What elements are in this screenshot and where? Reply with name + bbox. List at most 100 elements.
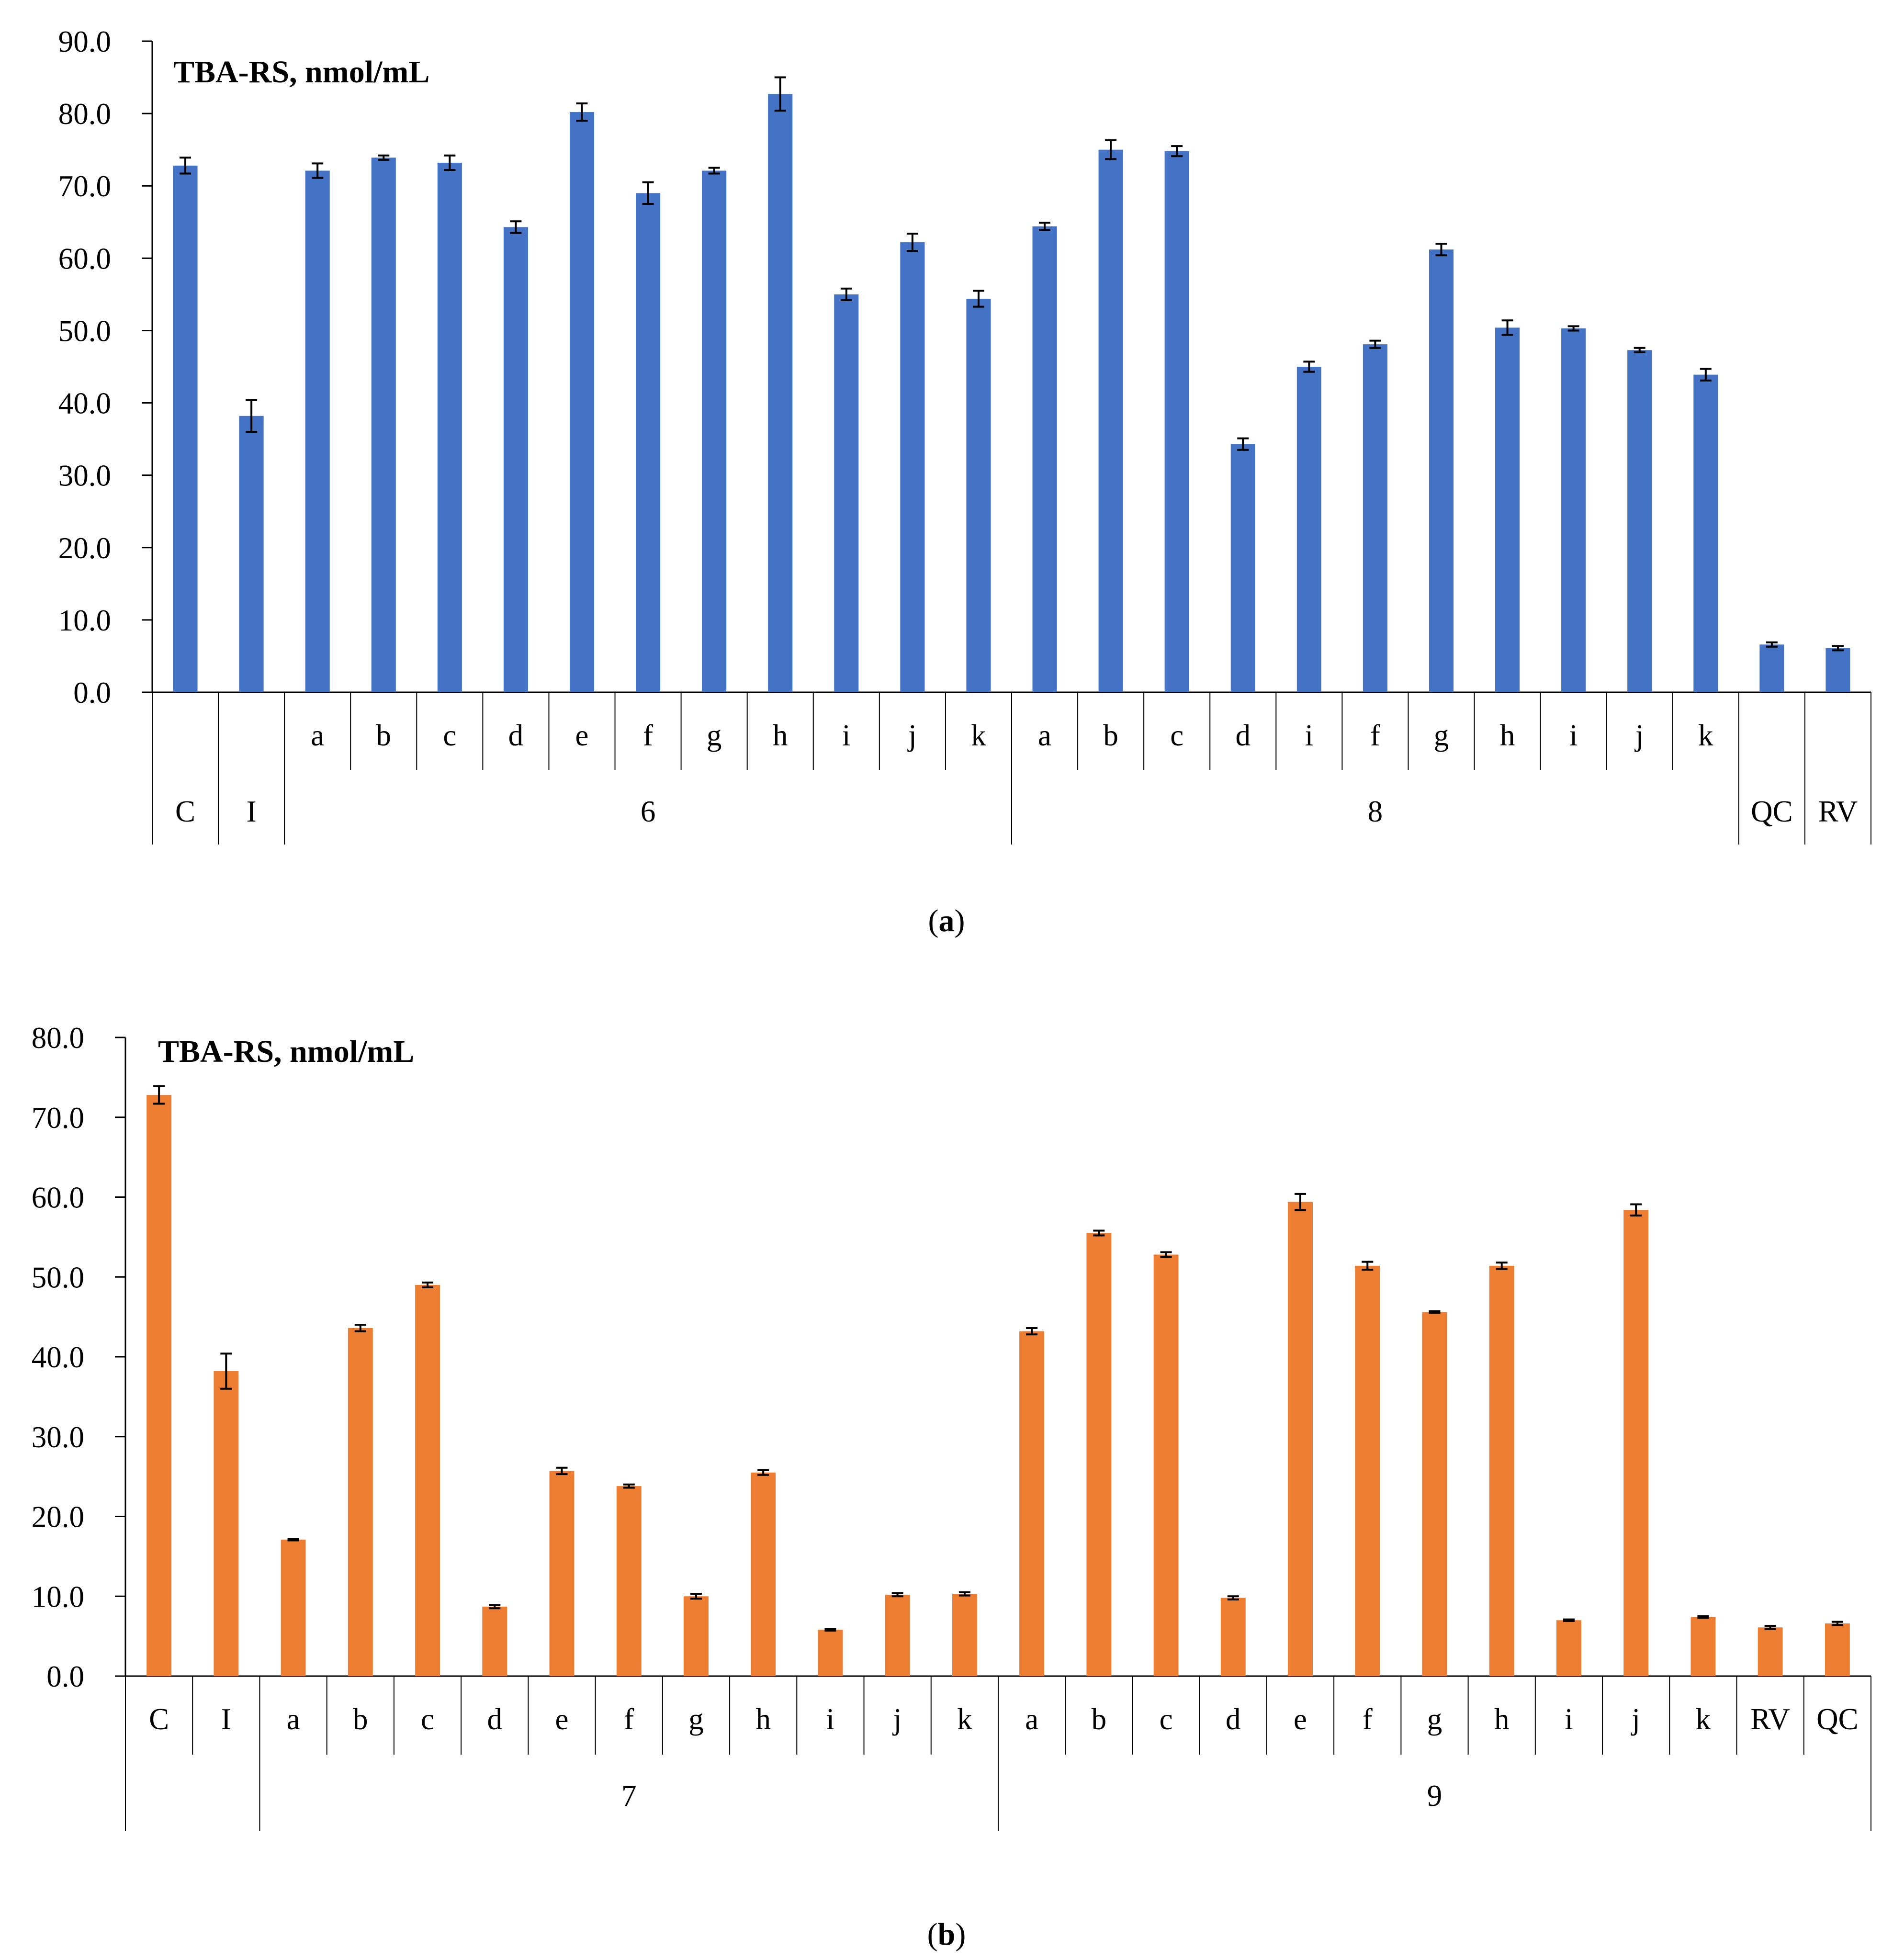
bar <box>1489 1265 1514 1676</box>
chart-title: TBA-RS, nmol/mL <box>173 55 429 90</box>
bar <box>952 1594 977 1676</box>
bar <box>1627 350 1652 692</box>
bar <box>1288 1202 1313 1676</box>
category-label: i <box>1569 719 1578 752</box>
bar <box>371 158 396 693</box>
group-label: QC <box>1751 795 1793 828</box>
category-label: C <box>149 1702 169 1736</box>
caption-letter: a <box>939 903 955 938</box>
bar <box>768 94 793 692</box>
bar <box>146 1095 172 1676</box>
bar <box>1296 367 1321 692</box>
category-label: k <box>971 719 986 752</box>
category-label: k <box>957 1702 972 1736</box>
y-tick-label: 50.0 <box>32 1261 84 1294</box>
y-tick-label: 70.0 <box>58 169 111 203</box>
bar <box>818 1630 843 1676</box>
category-label: j <box>1634 719 1644 752</box>
category-label: i <box>842 719 851 752</box>
group-label: C <box>175 795 195 828</box>
y-tick-label: 60.0 <box>58 242 111 275</box>
bar <box>1429 249 1454 692</box>
category-label: d <box>1236 719 1251 752</box>
caption-open: ( <box>928 903 939 938</box>
bar <box>305 170 330 692</box>
category-label: a <box>287 1702 300 1736</box>
category-label: f <box>624 1702 634 1736</box>
bar <box>482 1606 507 1676</box>
bar <box>702 170 727 692</box>
category-label: k <box>1698 719 1713 752</box>
bar <box>1422 1312 1447 1676</box>
category-label: I <box>221 1702 231 1736</box>
category-label: h <box>755 1702 771 1736</box>
y-tick-label: 0.0 <box>46 1660 84 1693</box>
category-label: QC <box>1816 1702 1859 1736</box>
category-label: e <box>575 719 589 752</box>
category-label: e <box>555 1702 569 1736</box>
category-label: c <box>1160 1702 1173 1736</box>
category-label: a <box>311 719 324 752</box>
y-tick-label: 70.0 <box>32 1101 84 1135</box>
panel-caption: (a) <box>928 903 965 938</box>
category-label: e <box>1294 1702 1307 1736</box>
bar <box>1758 1627 1783 1676</box>
category-label: d <box>1226 1702 1241 1736</box>
category-label: j <box>892 1702 902 1736</box>
group-label: 7 <box>621 1779 637 1813</box>
y-tick-label: 30.0 <box>58 459 111 493</box>
y-tick-label: 30.0 <box>32 1420 84 1454</box>
bar <box>966 298 991 692</box>
category-label: d <box>487 1702 503 1736</box>
category-label: j <box>907 719 917 752</box>
bar <box>1363 344 1387 692</box>
chart-a: 0.0 10.0 20.0 30.0 40.0 50.0 60.0 70.0 80.0 90.0 a… <box>58 25 1871 938</box>
category-label: c <box>443 719 456 752</box>
bar <box>1098 149 1123 693</box>
category-label: c <box>1170 719 1183 752</box>
bar <box>885 1594 910 1676</box>
bar <box>281 1539 306 1676</box>
category-label: i <box>1305 719 1314 752</box>
y-tick-label: 20.0 <box>32 1500 84 1534</box>
bar <box>1355 1265 1380 1676</box>
bar <box>900 242 925 693</box>
group-label: 6 <box>641 795 656 828</box>
bar <box>1693 374 1718 692</box>
bar <box>348 1328 373 1676</box>
category-label: i <box>826 1702 835 1736</box>
category-label: i <box>1565 1702 1573 1736</box>
caption-letter: b <box>938 1917 956 1952</box>
category-label: f <box>1363 1702 1373 1736</box>
caption-close: ) <box>955 903 965 938</box>
y-tick-label: 20.0 <box>58 531 111 565</box>
category-label: k <box>1696 1702 1711 1736</box>
group-label: 9 <box>1427 1779 1442 1813</box>
y-tick-label: 90.0 <box>58 25 111 58</box>
category-label: RV <box>1750 1702 1790 1736</box>
category-label: d <box>508 719 524 752</box>
y-tick-label: 0.0 <box>73 676 111 710</box>
bar <box>1032 226 1057 692</box>
category-label: g <box>707 719 722 752</box>
bar <box>834 294 859 692</box>
y-tick-label: 80.0 <box>58 97 111 131</box>
category-label: j <box>1631 1702 1640 1736</box>
bar <box>1220 1598 1246 1676</box>
category-label: a <box>1025 1702 1038 1736</box>
category-label: h <box>773 719 788 752</box>
bar <box>569 112 595 693</box>
bar <box>549 1471 575 1676</box>
y-tick-label: 40.0 <box>32 1340 84 1374</box>
caption-close: ) <box>955 1917 966 1952</box>
bar <box>415 1284 440 1676</box>
bar <box>636 193 661 692</box>
bar <box>239 416 264 692</box>
category-label: g <box>1427 1702 1442 1736</box>
panel-caption: (b) <box>927 1917 966 1952</box>
category-label: g <box>1434 719 1449 752</box>
bar <box>616 1486 642 1676</box>
category-label: b <box>376 719 392 752</box>
